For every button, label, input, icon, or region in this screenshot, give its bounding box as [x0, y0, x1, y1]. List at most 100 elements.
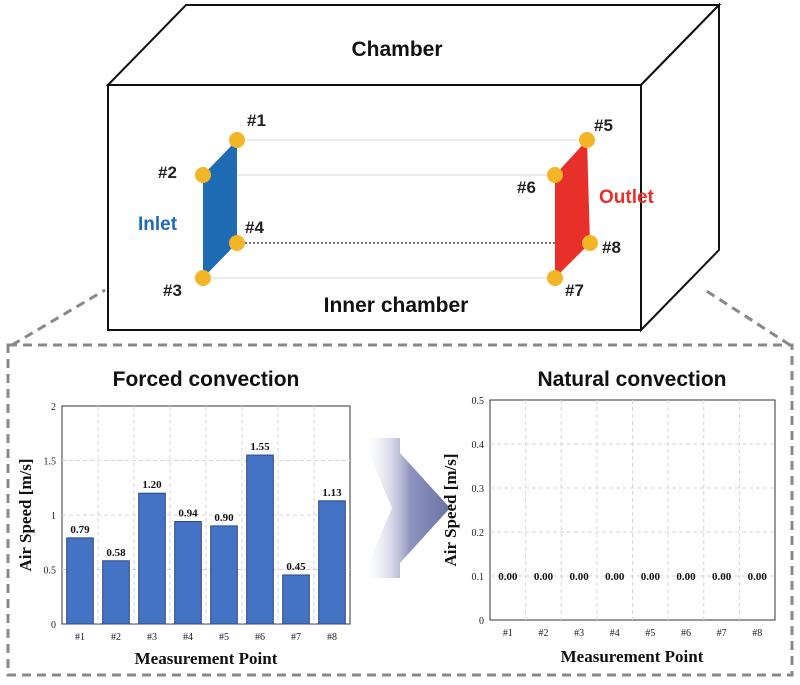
natural-y-tick-label: 0.3: [472, 484, 485, 495]
natural-value-label-5: 0.00: [641, 571, 661, 583]
forced-value-label-6: 1.55: [250, 441, 270, 453]
point-5-marker: [579, 132, 595, 148]
forced-value-label-1: 0.79: [70, 524, 90, 536]
inner-chamber-lines: [203, 139, 590, 279]
natural-x-tick-label-7: #7: [717, 628, 727, 639]
natural-x-tick-label-6: #6: [681, 628, 691, 639]
zoom-callout: [6, 288, 794, 677]
natural-plot-area: [489, 399, 776, 621]
point-2-marker: [195, 167, 211, 183]
chamber-title: Chamber: [351, 38, 442, 61]
natural-x-tick-label-4: #4: [610, 628, 620, 639]
point-8-marker: [582, 235, 598, 251]
measurement-points: [195, 132, 598, 286]
natural-value-label-8: 0.00: [748, 571, 768, 583]
point-6-marker: [547, 167, 563, 183]
natural-y-tick-label: 0.5: [472, 396, 485, 407]
forced-value-label-8: 1.13: [322, 487, 342, 499]
natural-gridlines: [490, 400, 775, 620]
forced-y-tick-label: 2: [51, 402, 56, 413]
point-labels: #1 #2 #3 #4 #5 #6 #7 #8: [158, 111, 621, 300]
forced-bar-7: [282, 574, 310, 625]
forced-value-label-4: 0.94: [178, 508, 198, 520]
natural-x-tick-label-2: #2: [538, 628, 548, 639]
natural-y-tick-label: 0.1: [472, 572, 485, 583]
natural-value-label-1: 0.00: [498, 571, 518, 583]
forced-bar-1: [66, 537, 94, 625]
natural-convection-title: Natural convection: [537, 368, 726, 391]
natural-y-tick-label: 0: [479, 616, 484, 627]
point-7-marker: [547, 270, 563, 286]
forced-x-tick-label-8: #8: [327, 632, 337, 643]
chamber-box: [105, 2, 722, 333]
point-label-1: #1: [247, 111, 266, 130]
forced-bar-5: [210, 525, 238, 625]
natural-y-tick-label: 0.2: [472, 528, 485, 539]
point-label-3: #3: [163, 281, 182, 300]
point-label-4: #4: [245, 218, 264, 237]
forced-y-tick-label: 0: [51, 620, 56, 631]
forced-value-labels: 0.79 0.58 1.20 0.94 0.90 1.55 0.45 1.13: [70, 441, 342, 573]
point-4-marker: [229, 235, 245, 251]
transition-arrow: [362, 438, 450, 578]
point-1-marker: [229, 132, 245, 148]
natural-value-label-4: 0.00: [605, 571, 625, 583]
forced-bar-6: [246, 454, 274, 625]
natural-x-axis-label: Measurement Point: [561, 647, 704, 666]
forced-value-label-5: 0.90: [214, 512, 234, 524]
point-3-marker: [195, 270, 211, 286]
forced-bars: [66, 454, 346, 625]
natural-value-label-7: 0.00: [712, 571, 732, 583]
forced-y-tick-label: 1: [51, 511, 56, 522]
forced-bar-4: [174, 521, 202, 625]
forced-x-axis-label: Measurement Point: [135, 649, 278, 668]
results-dashed-frame: [6, 343, 794, 677]
natural-y-axis-label: Air Speed [m/s]: [441, 453, 460, 566]
forced-x-tick-label-5: #5: [219, 632, 229, 643]
forced-x-tick-label-4: #4: [183, 632, 193, 643]
forced-y-ticks: 0 0.5 1 1.5 2: [44, 402, 57, 631]
natural-convection-chart: 0.00 0.00 0.00 0.00 0.00 0.00 0.00 0.00 0 0.1 0.2…: [441, 396, 776, 666]
natural-value-label-6: 0.00: [676, 571, 696, 583]
natural-x-tick-label-1: #1: [503, 628, 513, 639]
natural-x-ticks: #1 #2 #3 #4 #5 #6 #7 #8: [503, 628, 762, 639]
natural-x-tick-label-5: #5: [645, 628, 655, 639]
forced-y-axis-label: Air Speed [m/s]: [16, 458, 35, 571]
natural-x-tick-label-8: #8: [752, 628, 762, 639]
forced-bar-2: [102, 560, 130, 625]
natural-y-ticks: 0 0.1 0.2 0.3 0.4 0.5: [472, 396, 485, 627]
inlet-label: Inlet: [138, 214, 178, 235]
forced-x-ticks: #1 #2 #3 #4 #5 #6 #7 #8: [75, 632, 337, 643]
inlet-panel: [203, 140, 237, 278]
forced-value-label-3: 1.20: [142, 479, 162, 491]
forced-bar-8: [318, 500, 346, 625]
forced-value-label-2: 0.58: [106, 547, 126, 559]
forced-bar-3: [138, 492, 166, 625]
point-label-2: #2: [158, 163, 177, 182]
natural-value-label-2: 0.00: [534, 571, 554, 583]
point-label-6: #6: [517, 178, 536, 197]
point-label-7: #7: [565, 281, 584, 300]
forced-convection-chart: 0.79 0.58 1.20 0.94 0.90 1.55 0.45 1.13 0 0.5 1 1.…: [16, 402, 351, 668]
forced-x-tick-label-3: #3: [147, 632, 157, 643]
forced-x-tick-label-1: #1: [75, 632, 85, 643]
point-label-5: #5: [594, 116, 613, 135]
point-label-8: #8: [602, 238, 621, 257]
forced-gridlines: [62, 406, 350, 624]
forced-y-tick-label: 1.5: [44, 457, 57, 468]
forced-y-tick-label: 0.5: [44, 566, 57, 577]
forced-x-tick-label-6: #6: [255, 632, 265, 643]
outlet-panel: [555, 140, 590, 278]
natural-y-tick-label: 0.4: [472, 440, 485, 451]
chamber-front-face: [107, 84, 642, 331]
natural-x-tick-label-3: #3: [574, 628, 584, 639]
inner-chamber-label: Inner chamber: [324, 294, 469, 317]
natural-value-label-3: 0.00: [569, 571, 589, 583]
forced-x-tick-label-2: #2: [111, 632, 121, 643]
forced-x-tick-label-7: #7: [291, 632, 301, 643]
natural-value-labels: 0.00 0.00 0.00 0.00 0.00 0.00 0.00 0.00: [498, 571, 767, 583]
outlet-label: Outlet: [599, 187, 655, 208]
forced-value-label-7: 0.45: [286, 561, 306, 573]
forced-convection-title: Forced convection: [113, 368, 300, 391]
